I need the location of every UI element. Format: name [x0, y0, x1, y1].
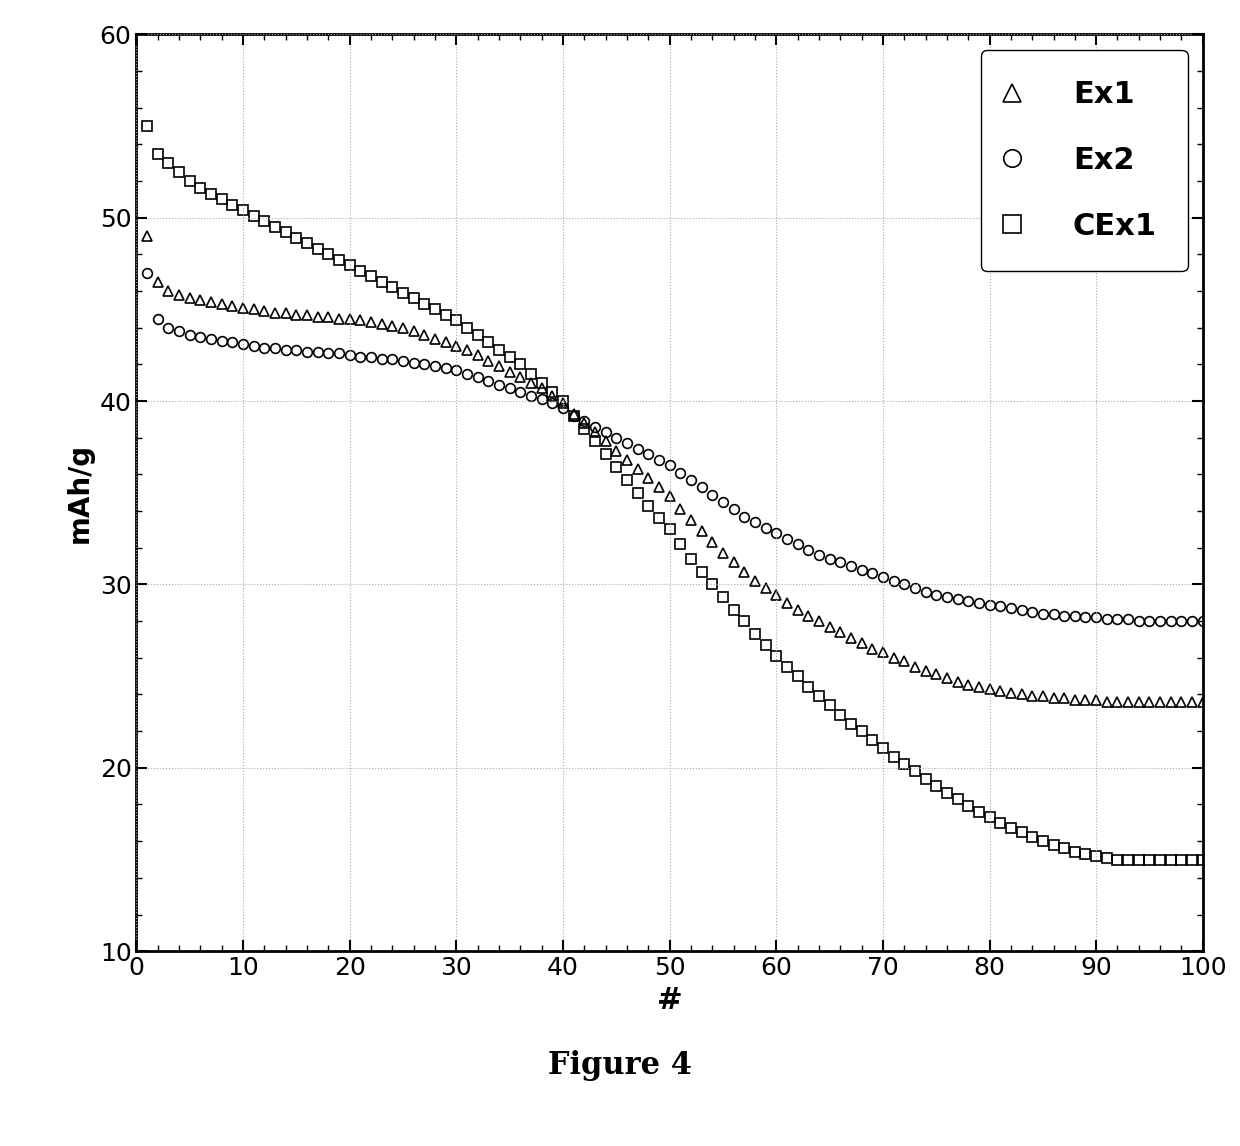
Ex1 [140, 229, 155, 243]
CEx1 [1110, 853, 1125, 866]
Ex2 [384, 352, 399, 366]
Ex2 [140, 266, 155, 280]
Ex1 [342, 312, 357, 325]
Ex2 [1195, 614, 1210, 628]
CEx1 [1153, 853, 1168, 866]
CEx1 [1121, 853, 1136, 866]
Ex1 [769, 589, 784, 603]
Ex2 [683, 473, 698, 487]
Ex1 [1195, 694, 1210, 708]
CEx1 [769, 649, 784, 662]
CEx1 [683, 552, 698, 566]
Ex2 [1110, 612, 1125, 626]
Ex1 [1121, 694, 1136, 708]
Ex2 [1153, 614, 1168, 628]
Ex2 [342, 348, 357, 362]
Ex1 [384, 319, 399, 332]
Line: CEx1: CEx1 [143, 121, 1208, 864]
Line: Ex2: Ex2 [143, 268, 1208, 626]
Ex1 [1153, 694, 1168, 708]
CEx1 [1195, 853, 1210, 866]
Text: Figure 4: Figure 4 [548, 1050, 692, 1082]
CEx1 [140, 119, 155, 133]
CEx1 [342, 259, 357, 273]
Ex2 [1131, 614, 1146, 628]
Y-axis label: mAh/g: mAh/g [66, 442, 94, 543]
CEx1 [384, 281, 399, 295]
X-axis label: #: # [657, 986, 682, 1014]
Ex1 [1100, 694, 1115, 708]
Legend: Ex1, Ex2, CEx1: Ex1, Ex2, CEx1 [981, 49, 1188, 272]
Ex1 [683, 513, 698, 527]
Line: Ex1: Ex1 [143, 231, 1208, 707]
Ex2 [769, 526, 784, 540]
